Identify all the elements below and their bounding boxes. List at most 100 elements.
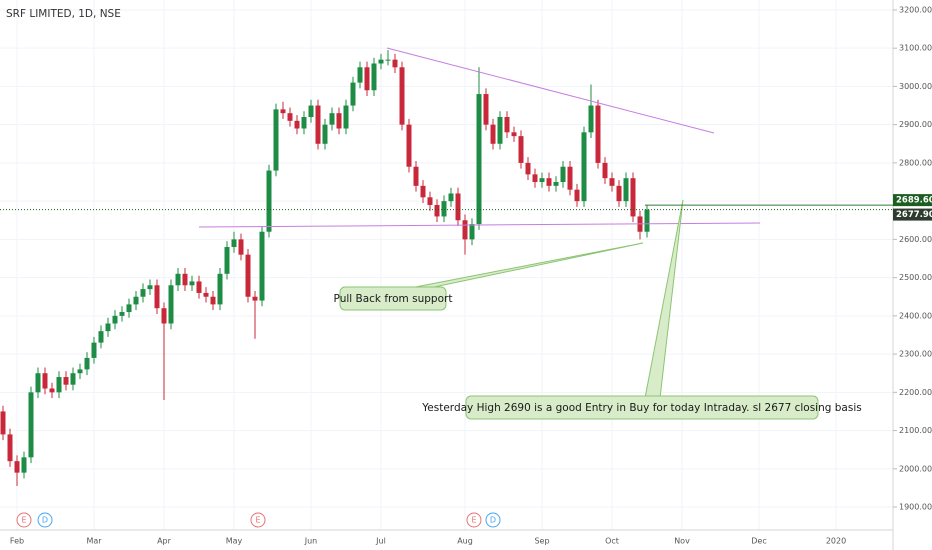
annotation: Pull Back from support: [334, 293, 453, 305]
y-tick-label: 2800.00: [899, 158, 932, 167]
candle-body: [560, 166, 566, 183]
candle-body: [238, 239, 244, 255]
candle-body: [28, 392, 34, 458]
candle-body: [630, 178, 636, 217]
candle-body: [161, 308, 167, 324]
candle-body: [462, 220, 468, 240]
candle-body: [343, 105, 349, 129]
x-tick-label: Mar: [86, 537, 102, 546]
candle-body: [434, 204, 440, 217]
candle-body: [147, 285, 153, 290]
candle-body: [602, 162, 608, 179]
y-tick-label: 2400.00: [899, 311, 932, 320]
event-label: E: [255, 516, 260, 525]
event-label: D: [42, 516, 48, 525]
candle-body: [336, 113, 342, 129]
candle-body: [7, 434, 13, 462]
annotation: Yesterday High 2690 is a good Entry in B…: [421, 402, 861, 414]
candle-body: [518, 136, 524, 163]
candle-body: [133, 296, 139, 305]
candle-body: [399, 67, 405, 125]
candle-body: [0, 411, 6, 435]
candle-body: [182, 273, 188, 286]
candle-body: [224, 247, 230, 274]
candle-body: [210, 296, 216, 305]
candle-body: [21, 457, 27, 473]
resistance-line: [386, 47, 715, 134]
candle-body: [364, 67, 370, 91]
candle-body: [455, 193, 461, 221]
candle-body: [616, 185, 622, 202]
candle-body: [105, 323, 111, 332]
candle-body: [357, 67, 363, 83]
x-tick-label: Jun: [304, 537, 318, 546]
candle-body: [329, 113, 335, 125]
event-label: E: [21, 516, 26, 525]
candle-body: [140, 289, 146, 297]
candle-body: [385, 59, 391, 61]
x-tick-label: Sep: [534, 537, 549, 546]
candle-body: [378, 59, 384, 64]
candle-body: [350, 82, 356, 106]
candle-body: [231, 239, 237, 248]
event-marker[interactable]: [466, 512, 482, 528]
candle-body: [476, 94, 482, 225]
candle-body: [77, 369, 83, 374]
candle-body: [581, 132, 587, 202]
event-marker[interactable]: [16, 512, 32, 528]
candle-body: [245, 254, 251, 297]
candle-body: [469, 224, 475, 240]
candle-body: [532, 174, 538, 183]
x-tick-label: Nov: [674, 537, 690, 546]
candle-body: [217, 273, 223, 305]
price-label: 2689.60: [896, 196, 932, 206]
event-label: E: [471, 516, 476, 525]
candle-body: [574, 189, 580, 202]
candle-body: [203, 292, 209, 297]
candle-body: [644, 209, 650, 232]
candle-body: [252, 296, 258, 301]
candle-body: [427, 197, 433, 205]
event-marker[interactable]: [250, 512, 266, 528]
price-label-box: [893, 194, 932, 207]
x-tick-label: Apr: [157, 537, 172, 546]
y-tick-label: 3200.00: [899, 5, 932, 14]
price-label-box: [893, 208, 932, 221]
candle-body: [609, 178, 615, 186]
plot: [0, 50, 650, 487]
candle-body: [392, 59, 398, 68]
candle-body: [196, 281, 202, 293]
event-label: D: [490, 516, 496, 525]
candle-body: [504, 117, 510, 133]
candle-body: [595, 105, 601, 163]
candle-body: [301, 117, 307, 129]
y-tick-label: 1900.00: [899, 503, 932, 512]
callout-box: [339, 286, 447, 311]
chart-title: SRF LIMITED, 1D, NSE: [6, 8, 121, 20]
event-marker[interactable]: [37, 512, 53, 528]
candle-body: [553, 182, 559, 186]
x-tick-label: Aug: [457, 537, 473, 546]
candle-body: [413, 166, 419, 186]
candle-body: [539, 178, 545, 183]
y-tick-label: 2600.00: [899, 235, 932, 244]
y-tick-label: 3100.00: [899, 44, 932, 53]
support-line: [198, 222, 761, 228]
candle-body: [322, 124, 328, 144]
candle-body: [511, 132, 517, 137]
candle-body: [371, 63, 377, 91]
candle-body: [154, 285, 160, 309]
candle-body: [441, 201, 447, 217]
candle-body: [84, 357, 90, 370]
y-tick-label: 2100.00: [899, 426, 932, 435]
candle-body: [623, 178, 629, 202]
candle-body: [287, 113, 293, 121]
event-marker[interactable]: [485, 512, 501, 528]
candle-body: [35, 373, 41, 393]
candle-body: [259, 231, 265, 301]
y-tick-label: 2000.00: [899, 464, 932, 473]
candle-body: [588, 105, 594, 133]
candle-body: [126, 304, 132, 313]
candle-body: [497, 117, 503, 144]
